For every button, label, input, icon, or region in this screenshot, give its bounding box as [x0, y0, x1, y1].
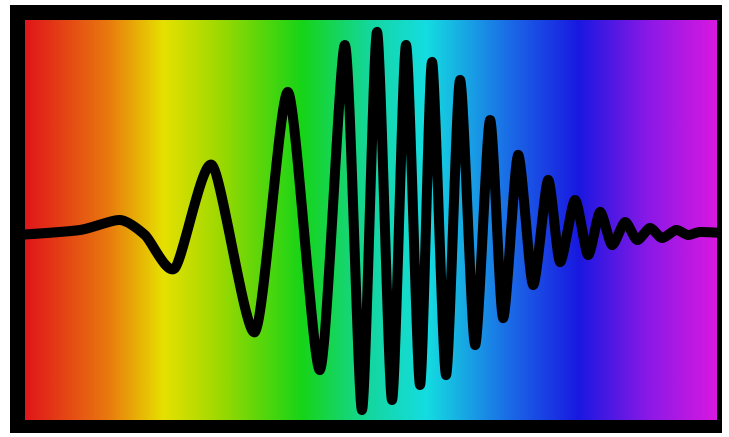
- page-body: (() => { JSON.parse(document.getElementB…: [0, 0, 729, 437]
- spectrum-wave-image: [0, 0, 729, 437]
- page: {} html, body { margin: 0; padding: 0; b…: [0, 0, 729, 437]
